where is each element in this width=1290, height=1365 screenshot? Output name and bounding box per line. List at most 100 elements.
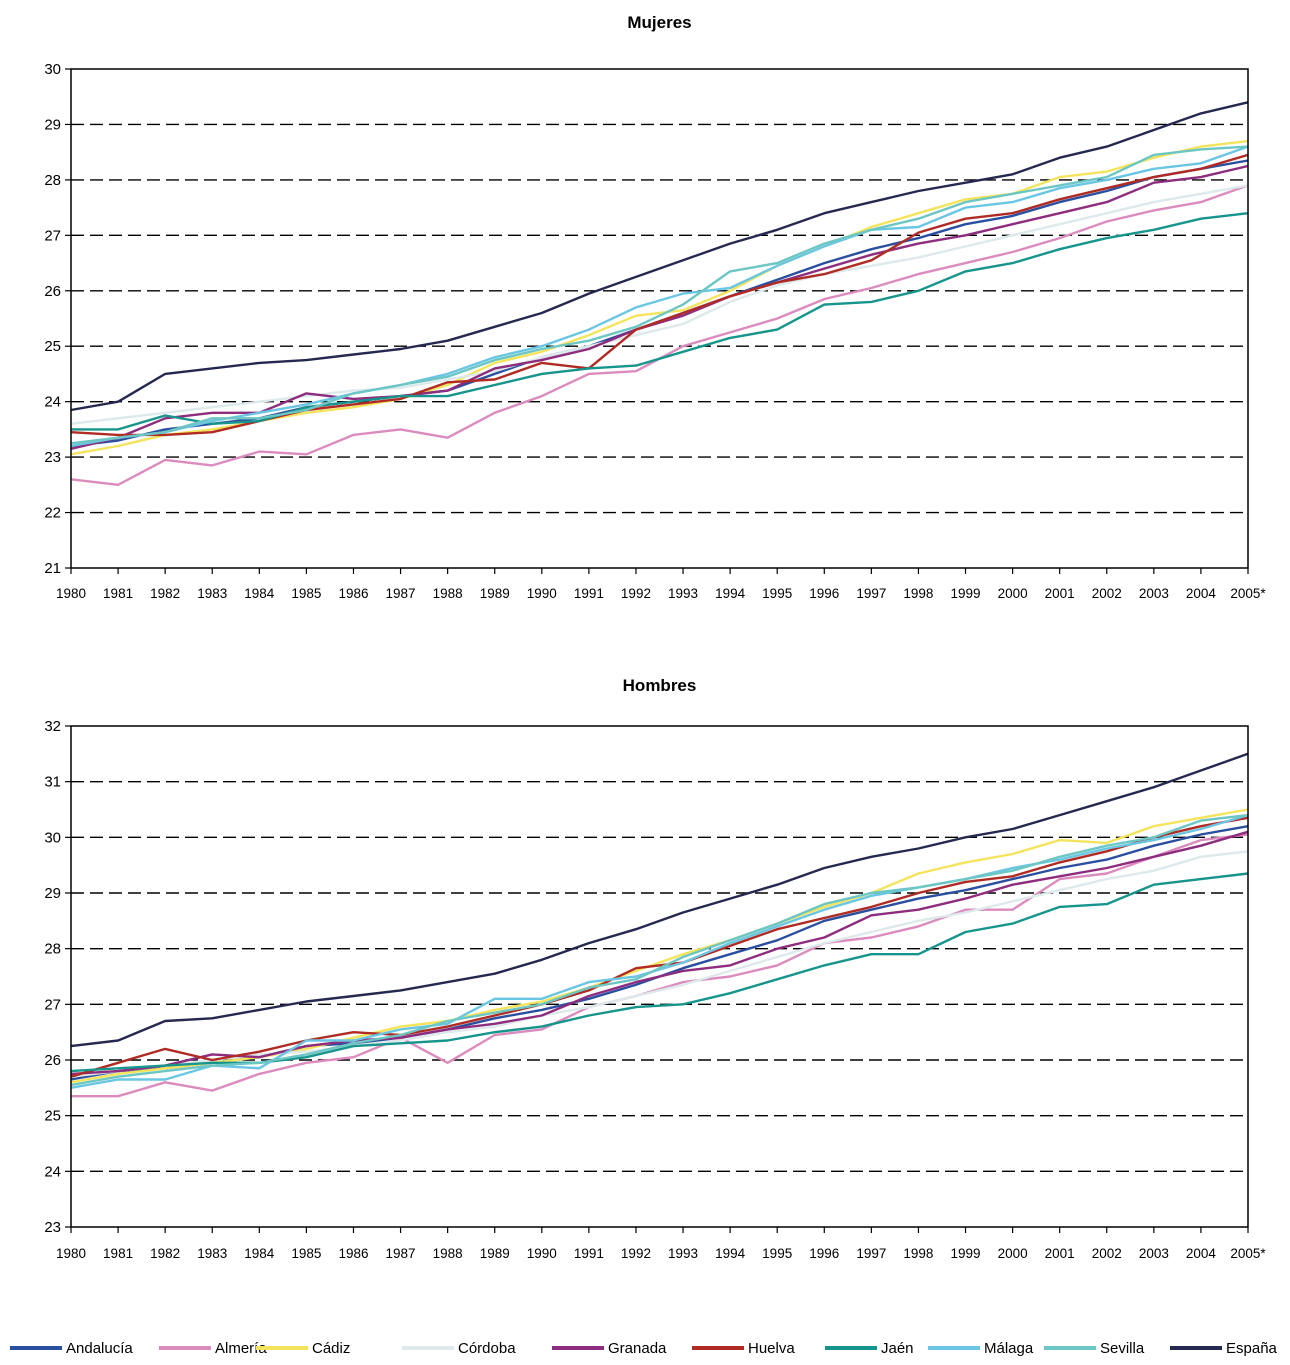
legend-swatch — [10, 1346, 62, 1350]
chart-2-x-tick-label: 1980 — [56, 1246, 86, 1261]
chart-1-series-huelva — [70, 153, 1249, 437]
chart-1-series-almeria — [70, 184, 1249, 486]
chart-2-y-tick-label: 31 — [44, 774, 61, 791]
chart-1-x-tick-label: 1986 — [338, 586, 368, 601]
legend-label: Cádiz — [312, 1339, 351, 1357]
chart-2-series-jaen — [70, 872, 1249, 1073]
chart-2-y-tick-label: 30 — [44, 829, 61, 846]
chart-1-x-tick-label: 1997 — [856, 586, 886, 601]
chart-2-series-granada — [70, 830, 1249, 1076]
legend-label: Almería — [215, 1339, 267, 1357]
chart-1-plot-frame — [70, 68, 1249, 569]
chart-1-series-espana — [70, 101, 1249, 412]
legend-item: Andalucía — [10, 1336, 133, 1360]
chart-2-series-malaga — [70, 813, 1249, 1089]
legend-item: Sevilla — [1044, 1336, 1144, 1360]
legend-label: Granada — [608, 1339, 667, 1357]
chart-2-series-espana — [70, 752, 1249, 1048]
chart-2-x-tick-label: 1992 — [621, 1246, 651, 1261]
chart-2-x-tick-label: 1995 — [762, 1246, 792, 1261]
chart-1-x-tick-label: 2001 — [1045, 586, 1075, 601]
chart-1-y-tick-label: 24 — [44, 394, 61, 411]
chart-1-x-tick-label: 1985 — [291, 586, 321, 601]
chart-2-y-tick-label: 32 — [44, 718, 61, 735]
chart-2-x-tick-label: 1984 — [244, 1246, 275, 1261]
chart-1-x-tick-label: 1992 — [621, 586, 651, 601]
chart-1-x-tick-label: 1980 — [56, 586, 86, 601]
legend-label: Málaga — [984, 1339, 1034, 1357]
legend-label: España — [1226, 1339, 1277, 1357]
chart-2-x-tick-label: 1986 — [338, 1246, 368, 1261]
chart-2-y-tick-label: 28 — [44, 941, 61, 958]
chart-2: Hombres 23 24 25 26 27 28 29 30 31 32 1980 1981 1982 1… — [44, 676, 1266, 1261]
chart-2-series-almeria — [71, 833, 1249, 1098]
chart-1-series-malaga — [70, 145, 1249, 448]
legend-swatch — [552, 1346, 604, 1350]
chart-1-x-tick-label: 1989 — [480, 586, 510, 601]
chart-1-series-granada — [70, 164, 1249, 450]
chart-2-y-tick-label: 24 — [44, 1163, 61, 1180]
chart-1-x-tick-label: 1996 — [809, 586, 839, 601]
chart-2-y-tick-label: 25 — [44, 1108, 61, 1125]
legend-item: Huelva — [692, 1336, 795, 1360]
chart-1-x-tick-label: 1999 — [950, 586, 980, 601]
chart-2-x-tick-label: 1983 — [197, 1246, 227, 1261]
chart-1-x-tick-label: 1981 — [103, 586, 133, 601]
legend-swatch — [928, 1346, 980, 1350]
legend-item: Málaga — [928, 1336, 1033, 1360]
chart-1-series-cadiz — [70, 139, 1249, 456]
chart-2-x-tick-label: 1990 — [527, 1246, 557, 1261]
chart-2-x-tick-label: 2000 — [998, 1246, 1028, 1261]
chart-2-x-tick-label: 1994 — [715, 1246, 746, 1261]
legend-item: Cádiz — [256, 1336, 350, 1360]
chart-2-x-tick-label: 1991 — [574, 1246, 604, 1261]
chart-1-y-tick-label: 30 — [44, 61, 61, 78]
chart-1-y-tick-label: 21 — [44, 560, 61, 577]
chart-1-y-tick-label: 26 — [44, 283, 61, 300]
chart-2-x-tick-label: 1997 — [856, 1246, 886, 1261]
chart-1-y-tick-label: 29 — [44, 116, 61, 133]
chart-1-x-tick-label: 1993 — [668, 586, 698, 601]
legend-item: España — [1170, 1336, 1277, 1360]
chart-1-y-tick-label: 27 — [44, 227, 61, 244]
chart-1-x-tick-label: 2003 — [1139, 586, 1169, 601]
chart-1-x-tick-label: 2005* — [1230, 586, 1266, 601]
chart-1-x-tick-label: 1983 — [197, 586, 227, 601]
chart-1-x-tick-label: 2000 — [998, 586, 1028, 601]
chart-1-x-tick-label: 1998 — [903, 586, 933, 601]
legend-swatch — [825, 1346, 877, 1350]
chart-1-x-tick-label: 2002 — [1092, 586, 1122, 601]
chart-2-x-tick-label: 2005* — [1230, 1246, 1266, 1261]
chart-2-x-tick-label: 1989 — [480, 1246, 510, 1261]
legend-item: Córdoba — [402, 1336, 516, 1360]
chart-1: Mujeres 21 22 23 24 25 26 27 28 29 30 1980 1981 1982 1… — [44, 13, 1266, 601]
legend-swatch — [402, 1346, 454, 1350]
chart-2-x-tick-label: 1982 — [150, 1246, 180, 1261]
legend-swatch — [1170, 1346, 1222, 1350]
chart-1-x-tick-label: 1995 — [762, 586, 792, 601]
legend: Andalucía Almería Cádiz Córdoba Granada Huelv… — [10, 1336, 1290, 1360]
chart-2-x-tick-label: 1985 — [291, 1246, 321, 1261]
chart-1-title: Mujeres — [627, 13, 691, 32]
chart-1-y-tick-label: 23 — [44, 449, 61, 466]
chart-2-series-andalucia — [70, 825, 1249, 1081]
legend-swatch — [159, 1346, 211, 1350]
legend-label: Sevilla — [1100, 1339, 1145, 1357]
chart-2-x-tick-label: 2003 — [1139, 1246, 1169, 1261]
chart-1-series-jaen — [71, 212, 1249, 431]
chart-2-x-tick-label: 1996 — [809, 1246, 839, 1261]
chart-2-x-tick-label: 2004 — [1186, 1246, 1217, 1261]
chart-2-series-sevilla — [70, 813, 1249, 1087]
legend-swatch — [256, 1346, 308, 1350]
legend-swatch — [1044, 1346, 1096, 1350]
chart-2-x-tick-label: 1999 — [950, 1246, 980, 1261]
chart-1-x-tick-label: 1984 — [244, 586, 275, 601]
legend-label: Córdoba — [458, 1339, 516, 1357]
chart-2-x-tick-label: 1993 — [668, 1246, 698, 1261]
legend-item: Almería — [159, 1336, 267, 1360]
legend-label: Andalucía — [66, 1339, 133, 1357]
chart-1-x-tick-label: 1987 — [386, 586, 416, 601]
chart-2-x-tick-label: 1981 — [103, 1246, 133, 1261]
chart-2-title: Hombres — [623, 676, 697, 695]
chart-1-series-cordoba — [70, 184, 1249, 425]
